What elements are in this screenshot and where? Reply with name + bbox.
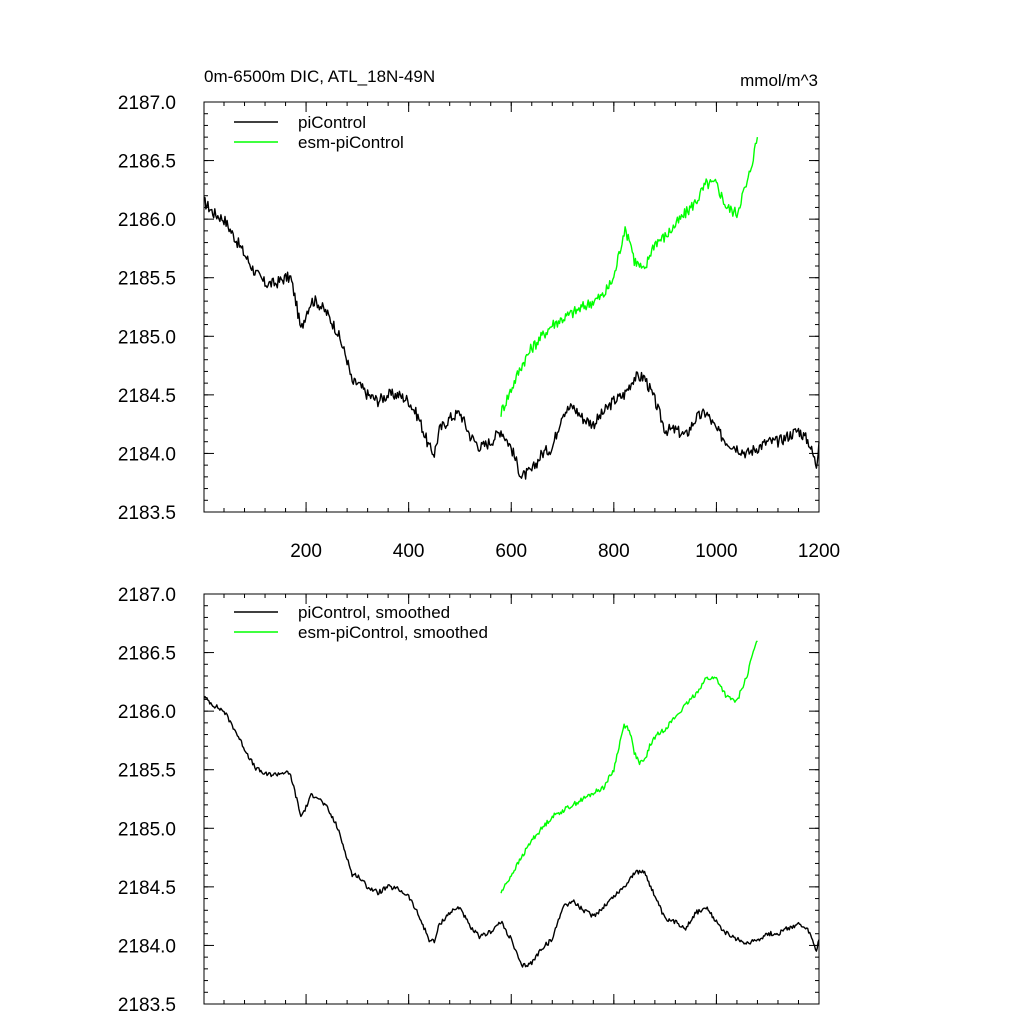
top-panel: 2183.5 2184.0 2184.5 2185.0 2185.5 2186.0 2186… [118, 93, 840, 562]
y-tick-label: 2185.0 [118, 327, 176, 348]
y-tick-label: 2187.0 [118, 93, 176, 114]
x-tick-label: 600 [495, 541, 527, 562]
y-tick-label: 2186.5 [118, 152, 176, 173]
y-tick-label: 2185.5 [118, 761, 176, 782]
y-tick-label: 2184.0 [118, 444, 176, 465]
y-tick-label: 2186.0 [118, 702, 176, 723]
legend-label: esm-piControl, smoothed [298, 623, 488, 642]
series-line-esm-picontrol [500, 136, 759, 417]
x-tick-label: 200 [290, 541, 322, 562]
series-line-picontrol-smoothed [203, 695, 820, 968]
bottom-panel: 2183.5 2184.0 2184.5 2185.0 2185.5 2186.0 2186… [118, 585, 820, 1016]
y-tick-label: 2186.5 [118, 644, 176, 665]
series-line-picontrol [203, 196, 820, 480]
x-tick-label: 1200 [798, 541, 840, 562]
legend-label: piControl, smoothed [298, 603, 450, 622]
y-tick-label: 2183.5 [118, 995, 176, 1016]
y-tick-label: 2186.0 [118, 210, 176, 231]
plot-frame [203, 593, 820, 1005]
legend-label: esm-piControl [298, 133, 404, 152]
y-tick-label: 2185.0 [118, 819, 176, 840]
x-tick-label: 800 [598, 541, 630, 562]
x-tick-label: 1000 [695, 541, 737, 562]
x-tick-label: 400 [393, 541, 425, 562]
legend-label: piControl [298, 113, 366, 132]
y-tick-label: 2184.0 [118, 936, 176, 957]
chart-title: 0m-6500m DIC, ATL_18N-49N [204, 67, 435, 86]
y-tick-label: 2187.0 [118, 585, 176, 606]
y-tick-label: 2184.5 [118, 878, 176, 899]
series-line-esm-picontrol-smoothed [500, 640, 758, 894]
units-label: mmol/m^3 [740, 71, 818, 90]
y-tick-label: 2184.5 [118, 386, 176, 407]
y-tick-label: 2183.5 [118, 503, 176, 524]
y-tick-label: 2185.5 [118, 269, 176, 290]
